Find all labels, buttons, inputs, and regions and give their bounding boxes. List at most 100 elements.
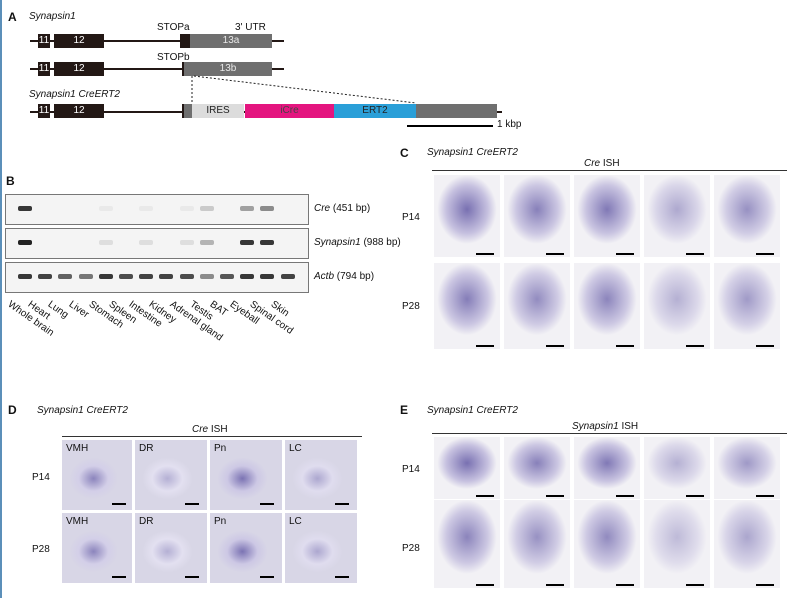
- exon-12: 12: [54, 62, 104, 76]
- ish-section-image: [644, 175, 710, 257]
- exon-12: 12: [54, 104, 104, 118]
- region-label: VMH: [66, 443, 89, 454]
- intron-line: [30, 40, 284, 42]
- gel-band: [240, 274, 255, 279]
- gel-band: [18, 240, 32, 245]
- scale-bar: [185, 503, 199, 505]
- utr-label: 3' UTR: [235, 22, 266, 33]
- ish-section-image: [504, 263, 570, 349]
- gel-band: [139, 206, 154, 211]
- ki-allele-title: Synapsin1 CreERT2: [29, 89, 120, 100]
- band-size: (988 bp): [360, 237, 401, 248]
- gel-band: [139, 240, 154, 245]
- panel-a-label: A: [8, 10, 17, 24]
- panel-e-title: Synapsin1 CreERT2: [427, 405, 518, 416]
- scale-bar: [756, 253, 774, 255]
- probe-name: Cre: [192, 424, 209, 435]
- probe-name: Cre: [584, 158, 601, 169]
- scale-bar: [546, 345, 564, 347]
- utr-box: [184, 104, 192, 118]
- ish-section-image: [574, 437, 640, 499]
- gel-band: [179, 206, 194, 211]
- ish-section-image: [644, 437, 710, 499]
- region-label: VMH: [66, 516, 89, 527]
- insertion-dotted-lines: [191, 75, 417, 104]
- gene-name: Synapsin1: [314, 237, 361, 248]
- exon-13a: 13a: [190, 34, 272, 48]
- gel-band: [139, 274, 154, 279]
- panel-c-probe: Cre ISH: [584, 158, 620, 169]
- gel-cre: [5, 194, 309, 225]
- ish-section-image: [285, 440, 357, 510]
- region-label: DR: [139, 516, 154, 527]
- gel-band: [98, 240, 113, 245]
- scale-bar: [185, 576, 199, 578]
- region-label: Pn: [214, 443, 227, 454]
- gel-band: [18, 206, 32, 211]
- gel-band: [260, 240, 275, 245]
- scale-bar: [546, 253, 564, 255]
- gel-band: [220, 274, 234, 279]
- ires-box: IRES: [192, 104, 244, 118]
- exon-12: 12: [54, 34, 104, 48]
- region-label: LC: [289, 443, 302, 454]
- ish-section-image: [210, 513, 282, 583]
- ish-section-image: [504, 175, 570, 257]
- scale-bar: [686, 345, 704, 347]
- gel-band: [119, 274, 133, 279]
- ish-section-image: [714, 263, 780, 349]
- ish-section-image: [714, 175, 780, 257]
- band-size: (794 bp): [334, 271, 375, 282]
- scale-bar: [616, 495, 634, 497]
- exon-11: 11: [38, 34, 50, 48]
- age-label: P14: [32, 472, 50, 483]
- scale-bar: [476, 253, 494, 255]
- ert2-box: ERT2: [334, 104, 416, 118]
- age-label: P28: [402, 301, 420, 312]
- stopa-box: [180, 34, 190, 48]
- gel-band: [199, 206, 214, 211]
- age-label: P28: [32, 544, 50, 555]
- ish-section-image: [135, 440, 207, 510]
- ish-section-image: [62, 513, 132, 583]
- scale-bar: [335, 576, 349, 578]
- age-label: P28: [402, 543, 420, 554]
- ish-section-image: [574, 500, 640, 588]
- age-label: P14: [402, 212, 420, 223]
- ish-section-image: [574, 263, 640, 349]
- scale-bar: [335, 503, 349, 505]
- ish-section-image: [135, 513, 207, 583]
- stop-box: [182, 104, 184, 118]
- region-label: Pn: [214, 516, 227, 527]
- region-label: LC: [289, 516, 302, 527]
- ish-section-image: [714, 500, 780, 588]
- scale-bar: [616, 345, 634, 347]
- gel-band: [199, 274, 214, 279]
- gel-band: [159, 274, 174, 279]
- gel-label: Cre (451 bp): [314, 203, 370, 214]
- probe-suffix: ISH: [600, 158, 620, 169]
- gel-band: [260, 274, 275, 279]
- gel-band: [78, 274, 93, 279]
- gel-band: [98, 206, 113, 211]
- ish-section-image: [574, 175, 640, 257]
- stopa-label: STOPa: [157, 22, 190, 33]
- scale-bar: [756, 584, 774, 586]
- ish-section-image: [644, 500, 710, 588]
- panel-b-label: B: [6, 174, 15, 188]
- gel-band: [179, 274, 194, 279]
- intron-line: [30, 68, 284, 70]
- gel-band: [260, 206, 275, 211]
- ish-section-image: [504, 500, 570, 588]
- scale-bar: [546, 495, 564, 497]
- scale-bar: [686, 584, 704, 586]
- wt-allele-title: Synapsin1: [29, 11, 76, 22]
- header-rule: [432, 433, 787, 434]
- exon-11: 11: [38, 62, 50, 76]
- panel-e-probe: Synapsin1 ISH: [572, 421, 638, 432]
- scale-bar: [260, 576, 274, 578]
- gel-synapsin1: [5, 228, 309, 259]
- utr-box: [416, 104, 497, 118]
- gel-label: Actb (794 bp): [314, 271, 374, 282]
- gene-name: Actb: [314, 271, 335, 282]
